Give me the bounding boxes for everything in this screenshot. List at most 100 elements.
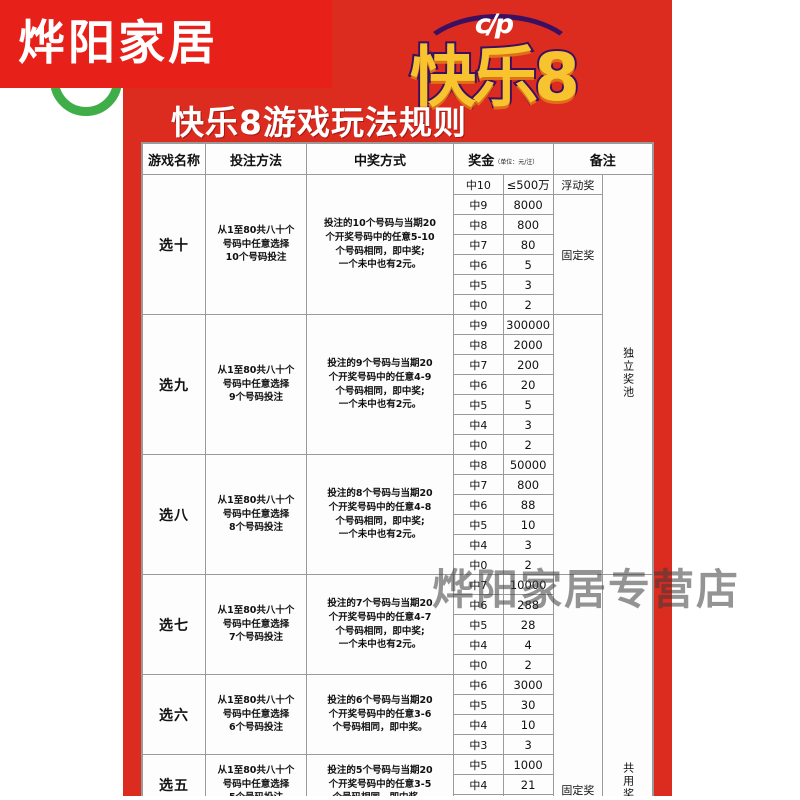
table-row: 中8 2000 <box>143 334 653 355</box>
cell-hit-count: 中4 <box>453 414 504 435</box>
table-row: 中7 200 <box>143 354 653 375</box>
cell-prize-amount: 8000 <box>502 194 554 215</box>
cell-prize-amount: 10 <box>502 714 554 735</box>
cell-hit-count: 中7 <box>453 574 504 595</box>
cell-hit-count: 中5 <box>453 394 504 415</box>
cell-prize-amount: 5 <box>502 394 554 415</box>
logo-arc-shape <box>415 14 581 110</box>
cell-hit-count: 中0 <box>453 294 504 315</box>
col-header-game: 游戏名称 <box>142 143 206 175</box>
cell-hit-count: 中7 <box>453 354 504 375</box>
cell-game-name: 选八 <box>142 454 206 575</box>
cell-prize-amount: 300000 <box>502 314 554 335</box>
cell-prize-amount: 800 <box>502 474 554 495</box>
cell-hit-count: 中0 <box>453 554 504 575</box>
cell-betting-method: 从1至80共八十个 号码中任意选择 10个号码投注 <box>205 174 307 315</box>
cell-game-name: 选五 <box>142 754 206 796</box>
cell-prize-amount: 3 <box>502 534 554 555</box>
cell-hit-count: 中7 <box>453 474 504 495</box>
cell-game-name: 选七 <box>142 574 206 675</box>
cell-betting-method: 从1至80共八十个 号码中任意选择 9个号码投注 <box>205 314 307 455</box>
table-row: 选五从1至80共八十个号码中任意选择5个号码投注投注的5个号码与当期20个开奖号… <box>142 754 653 796</box>
page-title: 快乐8游戏玩法规则 <box>171 103 467 142</box>
cell-prize-amount: 88 <box>502 494 554 515</box>
cell-hit-count: 中5 <box>453 754 504 775</box>
logo-wordmark: 快乐8 <box>408 37 582 118</box>
cell-hit-count: 中8 <box>453 214 504 235</box>
cell-hit-count: 中3 <box>453 794 504 796</box>
cell-game-name: 选十 <box>142 174 206 315</box>
table-body: 选十 从1至80共八十个 号码中任意选择 10个号码投注 投注的10个号码与当期20 个开… <box>142 174 653 796</box>
col-header-how: 投注方法 <box>205 143 307 175</box>
cell-prize-amount: 3 <box>502 274 554 295</box>
cell-hit-count: 中7 <box>453 234 504 255</box>
table-row: 中4 4 <box>143 634 653 655</box>
cell-hit-count: 中9 <box>453 194 504 215</box>
cell-hit-count: 中8 <box>453 334 504 355</box>
cell-prize-amount: 10000 <box>502 574 554 595</box>
cell-winning-method: 投注的7个号码与当期20 个开奖号码中的任意4-7 个号码相同，即中奖; 一个未中也有… <box>306 574 454 675</box>
table-header: 游戏名称 投注方法 中奖方式 奖金（单位：元/注） 备注 <box>142 143 653 175</box>
cell-prize-amount: 3 <box>502 734 554 755</box>
table-row: 中7 80 <box>143 234 653 255</box>
cell-hit-count: 中4 <box>453 774 504 795</box>
col-header-note: 备注 <box>552 143 653 175</box>
table-row: 中5 30 <box>143 694 653 715</box>
cell-betting-method: 从1至80共八十个 号码中任意选择 6个号码投注 <box>205 674 307 755</box>
cell-prize-amount: 28 <box>502 614 554 635</box>
cell-prize-amount: 2 <box>502 434 554 455</box>
cell-hit-count: 中6 <box>453 674 504 695</box>
cell-prize-pool-label: 独立奖池 <box>621 347 635 399</box>
table-row: 中5 28 <box>143 614 653 635</box>
cell-game-name: 选六 <box>142 674 206 755</box>
cell-hit-count: 中6 <box>453 254 504 275</box>
cell-hit-count: 中5 <box>453 274 504 295</box>
cell-betting-method: 从1至80共八十个 号码中任意选择 8个号码投注 <box>205 454 307 575</box>
table-header-row: 游戏名称 投注方法 中奖方式 奖金（单位：元/注） 备注 <box>142 143 653 175</box>
cell-prize-type-blank <box>552 314 604 575</box>
cell-prize-pool-shared-label: 共用奖池 <box>621 762 635 796</box>
kuaile8-logo: c/p 快乐8 <box>393 4 593 124</box>
table-row: 中4 3 <box>143 414 653 435</box>
cell-prize-amount: 800 <box>502 214 554 235</box>
cell-prize-amount: 21 <box>502 774 554 795</box>
cell-hit-count: 中6 <box>453 594 504 615</box>
cell-game-name: 选九 <box>142 314 206 455</box>
cell-prize-amount: 1000 <box>502 754 554 775</box>
green-leaf-circle-icon <box>50 78 122 116</box>
cell-hit-count: 中6 <box>453 494 504 515</box>
cell-prize-amount: 10 <box>502 514 554 535</box>
cell-prize-amount: 80 <box>502 234 554 255</box>
col-header-prize-unit: （单位：元/注） <box>494 158 539 166</box>
cell-prize-amount: 3 <box>502 794 554 796</box>
cell-prize-amount: 2000 <box>502 334 554 355</box>
cell-prize-amount: 20 <box>502 374 554 395</box>
cell-prize-amount: ≤500万 <box>502 174 554 195</box>
cell-prize-amount: 4 <box>502 634 554 655</box>
lottery-rules-poster: 彩票 LOTTERY c/p 快乐8 快乐8游戏玩法规则 游戏名称 投注方法 中… <box>123 0 672 796</box>
rules-table-container: 游戏名称 投注方法 中奖方式 奖金（单位：元/注） 备注 选十 从1至80共八十个… <box>141 142 654 796</box>
table-row: 选六 从1至80共八十个 号码中任意选择 6个号码投注 投注的6个号码与当期20 个开奖号… <box>142 674 653 755</box>
cell-prize-pool: 独立奖池 <box>602 174 653 575</box>
cell-hit-count: 中0 <box>453 434 504 455</box>
cp-welfare-lottery-icon: c/p <box>474 9 514 40</box>
rules-table: 游戏名称 投注方法 中奖方式 奖金（单位：元/注） 备注 选十 从1至80共八十个… <box>142 143 653 796</box>
cell-hit-count: 中9 <box>453 314 504 335</box>
cell-prize-amount: 3 <box>502 414 554 435</box>
cell-prize-amount: 2 <box>502 294 554 315</box>
cell-winning-method: 投注的8个号码与当期20 个开奖号码中的任意4-8 个号码相同，即中奖; 一个未中也有… <box>306 454 454 575</box>
store-ad-banner: 烨阳家居 <box>0 0 332 88</box>
table-row: 选八 从1至80共八十个 号码中任意选择 8个号码投注 投注的8个号码与当期20 个开奖号… <box>142 454 653 575</box>
cell-prize-amount: 5 <box>502 254 554 275</box>
table-row: 中4 21 <box>143 774 653 795</box>
cell-prize-type: 浮动奖 <box>552 174 604 195</box>
cell-prize-amount: 2 <box>502 654 554 675</box>
table-row: 中4 10 <box>143 714 653 735</box>
cell-prize-amount: 30 <box>502 694 554 715</box>
cell-prize-amount: 2 <box>502 554 554 575</box>
cell-hit-count: 中3 <box>453 734 504 755</box>
cell-prize-pool-shared: 共用奖池 <box>602 574 653 796</box>
cell-hit-count: 中5 <box>453 514 504 535</box>
cell-prize-type-shared: 固定奖 <box>552 574 604 796</box>
